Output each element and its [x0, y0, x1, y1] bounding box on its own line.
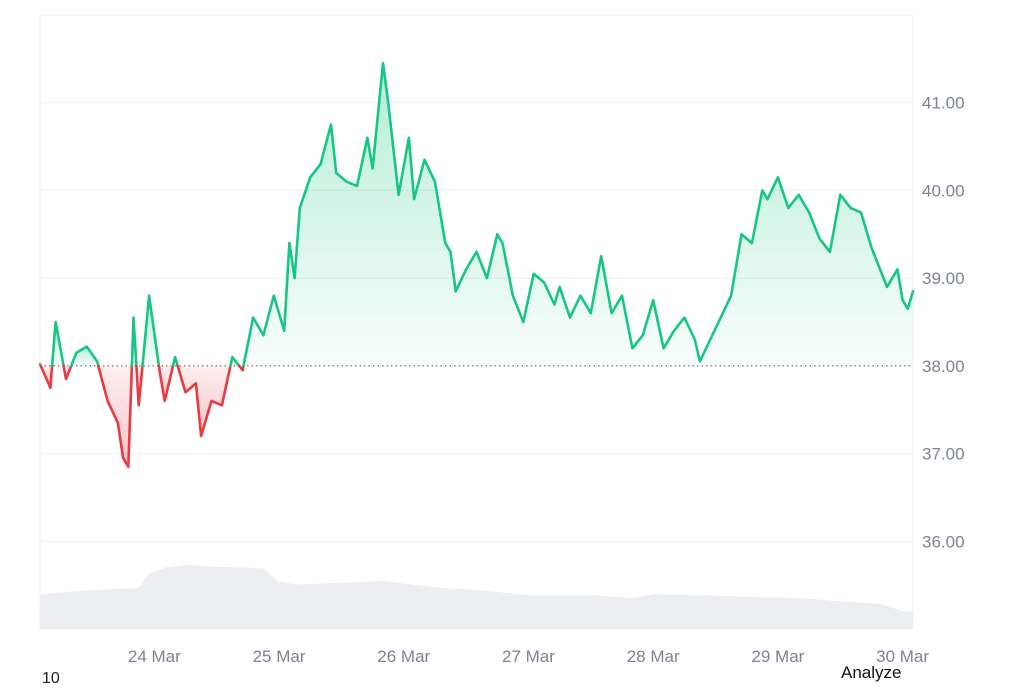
price-area-layer [40, 63, 913, 467]
price-line-up [130, 316, 138, 368]
price-line-up [69, 345, 100, 368]
area-below-baseline [158, 365, 173, 401]
price-line-layer [38, 61, 915, 468]
y-tick-label: 38.00 [922, 357, 965, 376]
y-tick-label: 36.00 [922, 532, 965, 551]
y-axis-ticks: 36.00 37.00 38.00 39.00 40.00 41.00 [922, 94, 965, 552]
price-line-down [157, 364, 175, 403]
price-line-down [237, 364, 245, 372]
area-above-baseline [142, 295, 159, 366]
area-above-baseline [243, 63, 913, 366]
y-tick-label: 41.00 [922, 94, 965, 113]
price-line-down [135, 364, 144, 407]
price-line-down [39, 364, 54, 390]
area-above-baseline [71, 346, 99, 366]
x-tick-label: 26 Mar [377, 647, 430, 666]
price-line-up [171, 355, 179, 368]
x-tick-label: 25 Mar [253, 647, 306, 666]
price-line-up [242, 61, 915, 368]
footer-left-text: 10 [42, 670, 60, 687]
area-below-baseline [177, 365, 231, 436]
x-tick-label: 30 Mar [876, 647, 929, 666]
x-tick-label: 24 Mar [128, 647, 181, 666]
price-line-down [97, 364, 134, 468]
volume-area-layer [40, 564, 913, 629]
price-line-up [229, 355, 241, 368]
x-tick-label: 27 Mar [502, 647, 555, 666]
price-line-down [176, 364, 232, 438]
volume-area [40, 564, 913, 629]
x-tick-label: 29 Mar [751, 647, 804, 666]
price-line-down [62, 364, 73, 381]
price-line-up [141, 294, 161, 368]
x-tick-label: 28 Mar [627, 647, 680, 666]
y-tick-label: 37.00 [922, 445, 965, 464]
analyze-link[interactable]: Analyze [841, 663, 902, 682]
price-line-up [50, 320, 65, 368]
x-axis-ticks: 24 Mar 25 Mar 26 Mar 27 Mar 28 Mar 29 Mar 30 M… [128, 647, 930, 666]
y-tick-label: 39.00 [922, 269, 965, 288]
y-tick-label: 40.00 [922, 181, 965, 200]
